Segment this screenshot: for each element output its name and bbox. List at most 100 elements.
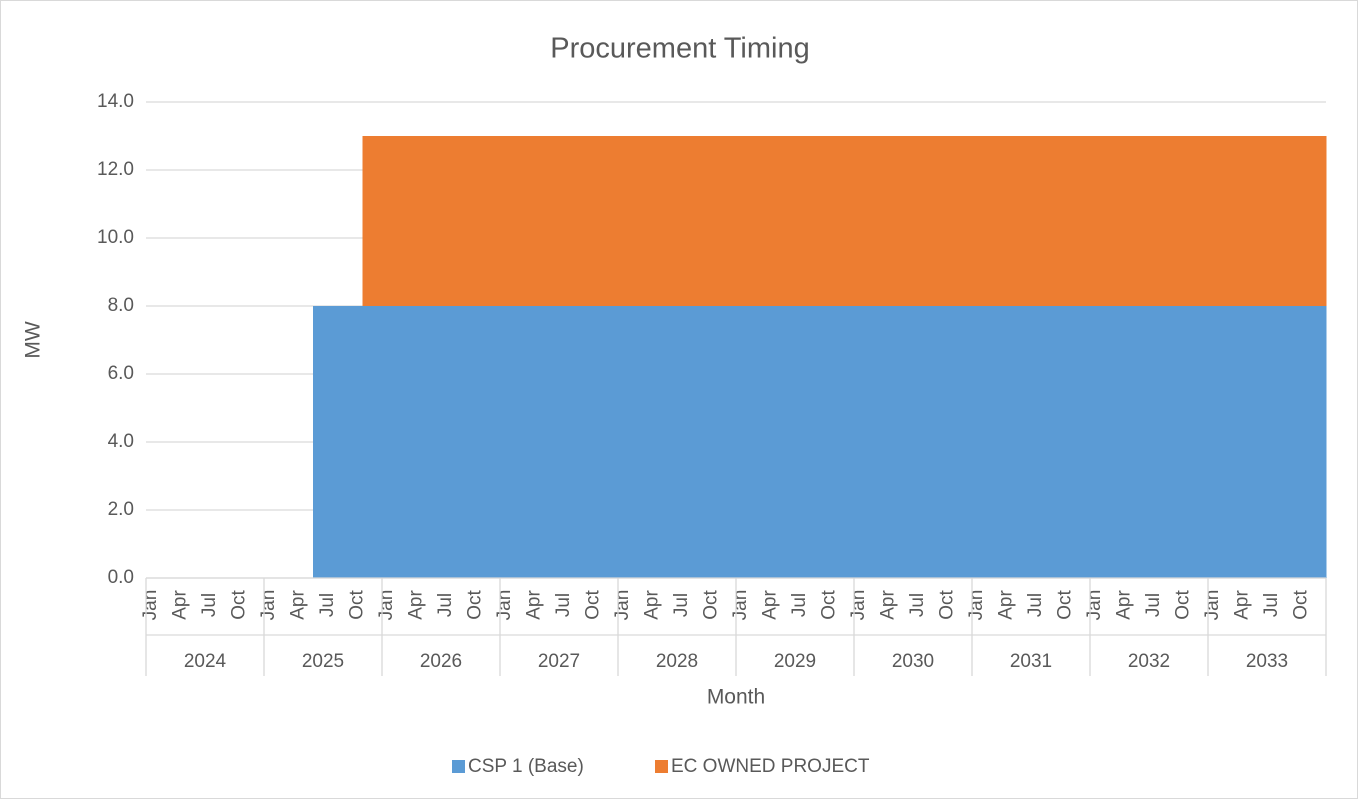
- area-segment: [1168, 306, 1180, 578]
- area-segment: [1060, 136, 1071, 306]
- area-segment: [844, 136, 855, 306]
- area-segment: [362, 306, 373, 578]
- year-label: 2033: [1246, 651, 1288, 672]
- area-segment: [411, 136, 422, 306]
- area-segment: [1129, 136, 1140, 306]
- area-segment: [942, 136, 953, 306]
- area-segment: [637, 136, 649, 306]
- area-segment: [696, 136, 708, 306]
- area-segment: [834, 306, 845, 578]
- area-segment: [1031, 306, 1042, 578]
- area-segment: [568, 306, 580, 578]
- x-tick-label: Oct: [700, 590, 721, 620]
- area-segment: [755, 306, 767, 578]
- area-segment: [1227, 306, 1239, 578]
- area-segment: [834, 136, 845, 306]
- area-segment: [460, 306, 472, 578]
- year-label: 2024: [184, 651, 227, 672]
- area-segment: [1178, 306, 1189, 578]
- area-segment: [1247, 136, 1258, 306]
- area-segment: [421, 306, 432, 578]
- area-segment: [578, 136, 590, 306]
- area-segment: [942, 306, 953, 578]
- area-segment: [677, 306, 688, 578]
- area-segment: [844, 306, 855, 578]
- area-segment: [460, 136, 472, 306]
- area-segment: [883, 136, 894, 306]
- area-segment: [745, 136, 757, 306]
- area-segment: [824, 306, 835, 578]
- x-tick-label: Apr: [995, 590, 1016, 620]
- year-label: 2030: [892, 651, 934, 672]
- area-segment: [1188, 306, 1199, 578]
- x-tick-label: Jan: [730, 590, 751, 621]
- x-tick-label: Oct: [1290, 590, 1311, 620]
- area-segment: [431, 136, 442, 306]
- area-segment: [1070, 306, 1081, 578]
- x-tick-label: Oct: [1172, 590, 1193, 620]
- area-segment: [1217, 306, 1229, 578]
- area-segment: [441, 306, 452, 578]
- area-segment: [411, 306, 422, 578]
- x-tick-label: Oct: [582, 590, 603, 620]
- area-segment: [1306, 136, 1317, 306]
- area-segment: [1080, 136, 1091, 306]
- area-segment: [863, 136, 875, 306]
- area-segment: [313, 306, 324, 578]
- area-segment: [1040, 136, 1052, 306]
- area-segment: [795, 306, 806, 578]
- year-label: 2025: [302, 651, 344, 672]
- area-segment: [549, 306, 560, 578]
- x-tick-label: Oct: [936, 590, 957, 620]
- area-segment: [873, 136, 885, 306]
- area-segment: [598, 306, 609, 578]
- y-axis-title: MW: [22, 321, 45, 358]
- area-segment: [952, 136, 963, 306]
- x-tick-label: Apr: [523, 590, 544, 620]
- area-segment: [932, 306, 944, 578]
- year-label: 2026: [420, 651, 462, 672]
- x-tick-label: Jul: [907, 593, 928, 617]
- chart-title: Procurement Timing: [550, 33, 810, 65]
- area-segment: [450, 136, 462, 306]
- area-segment: [716, 136, 727, 306]
- year-label: 2029: [774, 651, 816, 672]
- area-segment: [765, 306, 776, 578]
- y-tick-label: 8.0: [108, 295, 134, 316]
- x-tick-label: Jul: [1143, 593, 1164, 617]
- area-segment: [1276, 136, 1288, 306]
- area-segment: [962, 136, 973, 306]
- area-segment: [1119, 306, 1130, 578]
- area-segment: [1129, 306, 1140, 578]
- area-segment: [1119, 136, 1130, 306]
- area-segment: [647, 136, 658, 306]
- area-segment: [726, 306, 737, 578]
- area-segment: [401, 306, 413, 578]
- x-tick-label: Apr: [405, 590, 426, 620]
- area-segment: [1296, 306, 1307, 578]
- area-segment: [1050, 306, 1062, 578]
- area-segment: [863, 306, 875, 578]
- x-tick-label: Oct: [1054, 590, 1075, 620]
- area-segment: [490, 306, 501, 578]
- area-segment: [332, 306, 344, 578]
- area-segment: [608, 306, 619, 578]
- area-segment: [893, 136, 904, 306]
- area-segment: [1001, 306, 1012, 578]
- area-segment: [883, 306, 894, 578]
- area-segment: [854, 306, 865, 578]
- legend-swatch: [655, 760, 668, 773]
- area-segment: [1090, 136, 1101, 306]
- area-segment: [657, 136, 668, 306]
- area-segment: [1237, 306, 1248, 578]
- area-segment: [1267, 306, 1278, 578]
- x-tick-label: Jan: [848, 590, 869, 621]
- area-segment: [323, 306, 334, 578]
- year-label: 2028: [656, 651, 698, 672]
- area-segment: [391, 136, 403, 306]
- area-segment: [922, 136, 934, 306]
- area-segment: [981, 306, 993, 578]
- area-segment: [568, 136, 580, 306]
- y-tick-label: 6.0: [108, 363, 134, 384]
